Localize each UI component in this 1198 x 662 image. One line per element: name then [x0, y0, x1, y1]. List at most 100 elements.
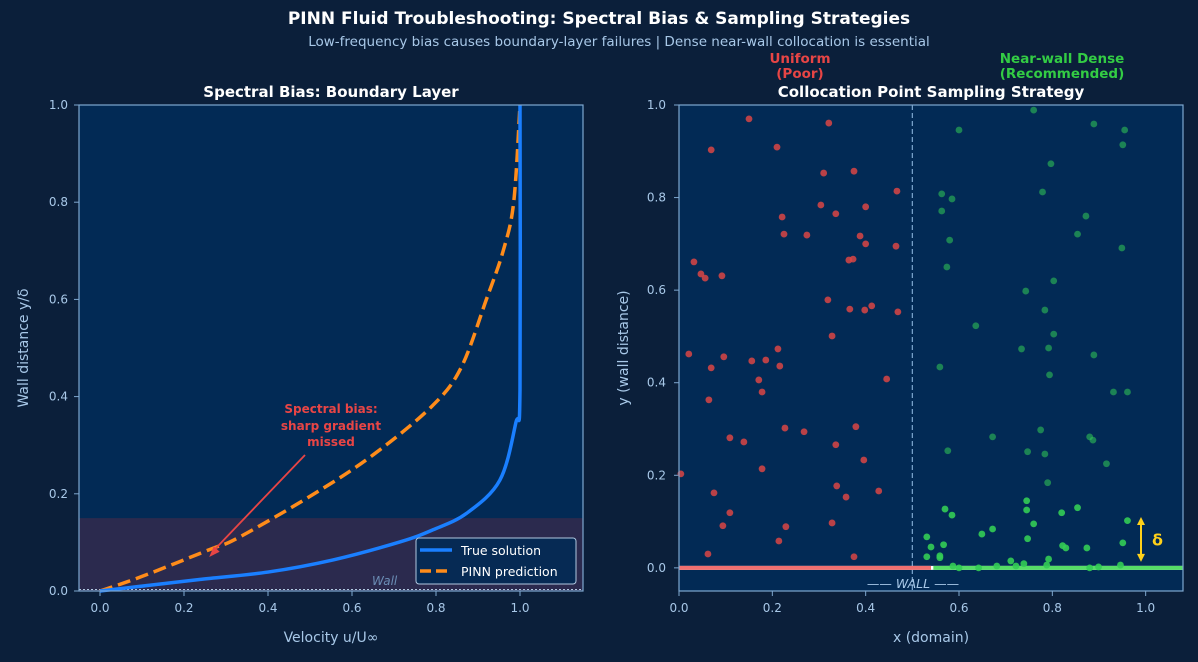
nearwall-collocation-point	[1124, 388, 1131, 396]
right-axes-frame	[678, 104, 1184, 592]
legend-pinn-label: PINN prediction	[461, 564, 558, 579]
x-tick-label: 0.2	[763, 601, 782, 615]
annotation-line-3: missed	[307, 435, 355, 449]
uniform-collocation-point	[745, 115, 753, 123]
uniform-collocation-point	[846, 305, 854, 313]
left-y-axis-label: Wall distance y/δ	[16, 288, 32, 407]
nearwall-collocation-point	[1050, 330, 1058, 338]
nearwall-collocation-point	[1043, 561, 1051, 569]
nearwall-collocation-point	[1074, 504, 1081, 512]
y-tick-label: 0.8	[647, 191, 666, 205]
delta-arrowhead-down	[1137, 553, 1145, 562]
nearwall-collocation-point	[1012, 562, 1020, 570]
left-chart-title: Spectral Bias: Boundary Layer	[203, 83, 459, 101]
uniform-collocation-point	[862, 203, 870, 211]
nearwall-collocation-point	[1030, 106, 1038, 114]
uniform-collocation-point	[800, 428, 808, 436]
uniform-collocation-point	[860, 456, 868, 464]
nearwall-collocation-point	[1117, 561, 1124, 569]
nearwall-collocation-point	[927, 543, 935, 551]
nearwall-collocation-point	[1103, 460, 1110, 468]
x-tick-label: 1.0	[510, 601, 529, 615]
nearwall-collocation-point	[1086, 564, 1094, 572]
nearwall-collocation-point	[948, 195, 956, 203]
uniform-collocation-point	[780, 230, 788, 238]
nearwall-collocation-point	[936, 554, 944, 562]
uniform-collocation-point	[842, 493, 850, 501]
uniform-label-line-2: (Poor)	[776, 66, 823, 82]
x-tick-label: 0.4	[856, 601, 875, 615]
uniform-collocation-point	[852, 423, 860, 431]
collocation-sampling-chart: 0.0 0.2 0.4 0.6 0.8 1.0 0.0 0.2 0.4 0.6 0.8 1.0 δ C…	[616, 51, 1184, 646]
legend-true-label: True solution	[460, 543, 541, 558]
nearwall-collocation-point	[972, 322, 980, 330]
nearwall-collocation-point	[941, 505, 949, 513]
uniform-collocation-point	[856, 232, 864, 240]
uniform-collocation-point	[850, 167, 858, 175]
nearwall-collocation-point	[1089, 436, 1097, 444]
nearwall-collocation-point	[989, 433, 996, 441]
right-axes-background	[679, 105, 1183, 591]
uniform-collocation-point	[781, 424, 789, 432]
uniform-collocation-point	[701, 274, 709, 282]
uniform-collocation-point	[862, 240, 870, 248]
right-chart-title: Collocation Point Sampling Strategy	[778, 83, 1085, 101]
nearwall-collocation-point	[1024, 535, 1031, 543]
uniform-collocation-point	[726, 509, 734, 517]
wall-text: —— WALL ——	[867, 576, 959, 591]
nearwall-collocation-point	[948, 511, 956, 519]
nearwall-collocation-point	[978, 530, 986, 538]
x-tick-label: 0.4	[258, 601, 277, 615]
uniform-label-line-1: Uniform	[769, 51, 830, 67]
nearwall-collocation-point	[940, 541, 947, 549]
uniform-collocation-point	[803, 231, 811, 239]
true-solution-line	[99, 104, 523, 593]
uniform-collocation-point	[773, 143, 781, 151]
uniform-collocation-point	[828, 332, 836, 340]
y-tick-label: 0.4	[647, 376, 666, 390]
uniform-collocation-point	[775, 537, 783, 545]
annotation-arrowhead	[209, 546, 220, 557]
x-tick-label: 0.2	[174, 601, 193, 615]
nearwall-label-line-2: (Recommended)	[1000, 66, 1125, 82]
uniform-collocation-point	[861, 306, 869, 314]
uniform-collocation-point	[778, 213, 786, 221]
figure-title: PINN Fluid Troubleshooting: Spectral Bia…	[288, 9, 910, 29]
nearwall-collocation-point	[1045, 555, 1052, 563]
nearwall-collocation-point	[944, 447, 952, 455]
nearwall-collocation-point	[1023, 497, 1031, 505]
y-tick-label: 0.8	[49, 195, 68, 209]
delta-arrowhead-up	[1137, 516, 1145, 525]
nearwall-collocation-point	[975, 564, 982, 572]
nearwall-collocation-point	[1110, 388, 1117, 396]
uniform-collocation-point	[748, 357, 756, 365]
nearwall-collocation-point	[1119, 539, 1127, 547]
uniform-collocation-point	[755, 376, 763, 384]
y-tick-label: 0.6	[647, 283, 666, 297]
delta-annotation: δ	[1137, 516, 1163, 562]
x-tick-label: 0.6	[949, 601, 968, 615]
uniform-collocation-point	[697, 270, 705, 278]
y-tick-label: 0.2	[49, 487, 68, 501]
uniform-collocation-point	[707, 146, 715, 154]
uniform-collocation-point	[833, 482, 841, 490]
nearwall-collocation-point	[1119, 141, 1127, 149]
uniform-collocation-point	[710, 489, 718, 497]
nearwall-collocation-point	[1046, 371, 1053, 379]
annotation-line-2: sharp gradient	[281, 419, 381, 433]
nearwall-collocation-point	[1020, 560, 1028, 568]
nearwall-collocation-point	[989, 525, 996, 533]
nearwall-collocation-point	[1062, 544, 1070, 552]
nearwall-collocation-point	[923, 533, 931, 541]
y-tick-label: 0.2	[647, 468, 666, 482]
uniform-collocation-point	[690, 258, 698, 266]
y-tick-label: 0.4	[49, 390, 68, 404]
uniform-collocation-point	[828, 519, 836, 527]
nearwall-collocation-point	[1090, 120, 1098, 128]
uniform-collocation-point	[720, 353, 728, 361]
delta-label: δ	[1152, 530, 1163, 549]
nearwall-collocation-point	[1047, 160, 1055, 168]
uniform-collocation-point	[758, 465, 766, 473]
nearwall-collocation-point	[1022, 287, 1030, 295]
y-tick-label: 1.0	[647, 98, 666, 112]
